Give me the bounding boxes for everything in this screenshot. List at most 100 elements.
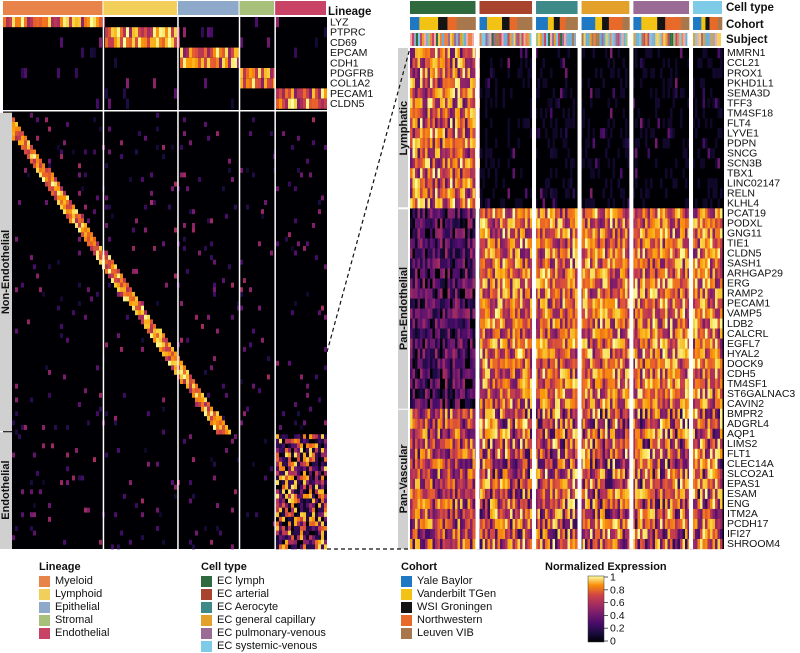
right-expression-cell — [590, 88, 593, 98]
right-expression-cell — [555, 288, 558, 298]
right-expression-cell — [598, 409, 601, 419]
right-expression-cell — [565, 369, 568, 379]
right-expression-cell — [430, 78, 433, 88]
right-expression-cell — [625, 519, 628, 529]
right-expression-cell — [420, 409, 423, 419]
right-expression-cell — [450, 319, 453, 329]
right-expression-cell — [493, 268, 496, 278]
right-expression-cell — [495, 98, 498, 108]
right-expression-cell — [505, 208, 508, 218]
right-expression-cell — [518, 449, 521, 459]
right-expression-cell — [613, 329, 616, 339]
right-expression-cell — [468, 138, 471, 148]
right-expression-cell — [430, 299, 433, 309]
right-expression-cell — [498, 369, 501, 379]
right-expression-cell — [590, 158, 593, 168]
right-expression-cell — [610, 389, 613, 399]
right-expression-cell — [500, 329, 503, 339]
left-marker-cell — [105, 88, 108, 98]
right-expression-cell — [468, 58, 471, 68]
right-expression-cell — [520, 349, 523, 359]
right-expression-cell — [450, 88, 453, 98]
right-expression-cell — [438, 489, 441, 499]
right-expression-cell — [440, 138, 443, 148]
right-expression-cell — [445, 48, 448, 58]
left-marker-cell — [69, 209, 72, 214]
right-expression-cell — [615, 499, 618, 509]
left-marker-cell — [315, 443, 318, 448]
right-expression-cell — [463, 439, 466, 449]
right-expression-cell — [490, 329, 493, 339]
right-expression-cell — [498, 539, 501, 549]
right-expression-cell — [613, 529, 616, 539]
right-expression-cell — [458, 238, 461, 248]
right-expression-cell — [540, 208, 543, 218]
right-expression-cell — [615, 349, 618, 359]
right-expression-cell — [610, 208, 613, 218]
right-expression-cell — [468, 238, 471, 248]
right-expression-cell — [525, 529, 528, 539]
right-expression-cell — [555, 238, 558, 248]
right-expression-cell — [495, 268, 498, 278]
right-expression-cell — [490, 439, 493, 449]
right-expression-cell — [413, 369, 416, 379]
left-marker-cell — [222, 384, 225, 389]
left-marker-cell — [72, 150, 75, 155]
left-marker-cell — [93, 246, 96, 251]
left-marker-cell — [324, 480, 327, 485]
right-expression-cell — [568, 469, 571, 479]
right-expression-cell — [548, 449, 551, 459]
left-marker-cell — [99, 393, 102, 398]
right-expression-cell — [413, 329, 416, 339]
left-marker-cell — [225, 48, 228, 58]
right-expression-cell — [460, 248, 463, 258]
right-expression-cell — [493, 399, 496, 409]
right-expression-cell — [470, 349, 473, 359]
right-expression-cell — [575, 278, 578, 288]
left-marker-cell — [144, 27, 147, 37]
right-expression-cell — [510, 389, 513, 399]
right-expression-cell — [520, 449, 523, 459]
right-expression-cell — [608, 329, 611, 339]
left-marker-cell — [300, 443, 303, 448]
right-expression-cell — [440, 299, 443, 309]
left-marker-cell — [321, 462, 324, 467]
right-expression-cell — [488, 248, 491, 258]
right-expression-cell — [465, 489, 468, 499]
left-marker-cell — [240, 260, 243, 265]
right-expression-cell — [518, 319, 521, 329]
right-expression-cell — [515, 218, 518, 228]
right-expression-cell — [425, 369, 428, 379]
right-expression-cell — [570, 319, 573, 329]
right-expression-cell — [510, 329, 513, 339]
left-marker-cell — [279, 512, 282, 517]
right-expression-cell — [565, 238, 568, 248]
right-expression-cell — [518, 299, 521, 309]
right-expression-cell — [493, 238, 496, 248]
right-expression-cell — [523, 359, 526, 369]
left-marker-cell — [171, 480, 174, 485]
right-expression-cell — [588, 339, 591, 349]
right-expression-cell — [625, 288, 628, 298]
left-marker-cell — [276, 462, 279, 467]
left-marker-cell — [108, 127, 111, 132]
left-marker-cell — [150, 27, 153, 37]
right-expression-cell — [558, 409, 561, 419]
left-marker-cell — [120, 140, 123, 145]
right-expression-cell — [490, 208, 493, 218]
right-expression-cell — [493, 329, 496, 339]
right-expression-cell — [568, 288, 571, 298]
right-expression-cell — [508, 459, 511, 469]
right-expression-cell — [445, 148, 448, 158]
left-marker-cell — [270, 466, 273, 471]
left-marker-cell — [204, 78, 207, 88]
left-marker-cell — [15, 17, 18, 27]
right-expression-cell — [600, 258, 603, 268]
left-marker-cell — [309, 476, 312, 481]
right-expression-cell — [520, 509, 523, 519]
right-expression-cell — [433, 449, 436, 459]
left-marker-cell — [282, 485, 285, 490]
right-expression-cell — [423, 449, 426, 459]
right-expression-cell — [495, 509, 498, 519]
left-marker-cell — [315, 375, 318, 380]
